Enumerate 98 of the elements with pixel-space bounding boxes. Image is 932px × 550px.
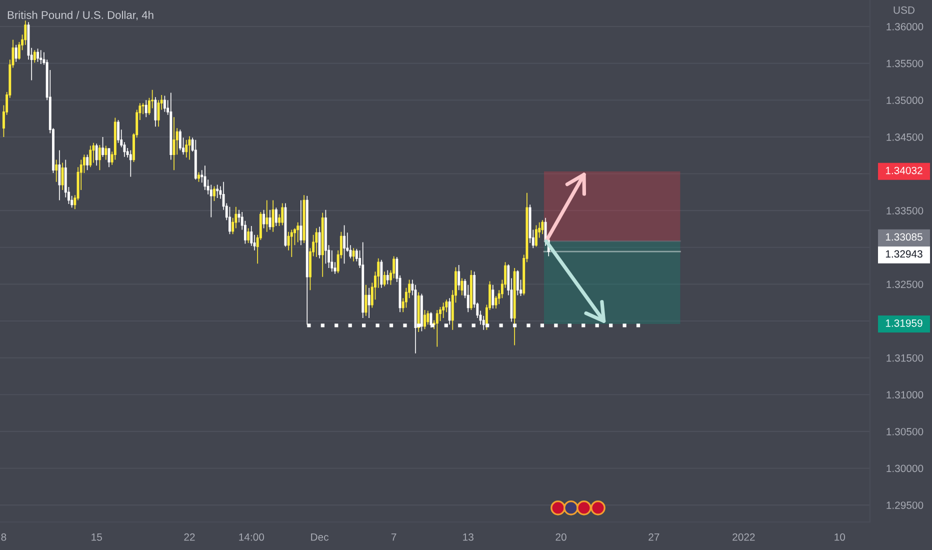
y-tick-label: 1.30000 [886,464,924,472]
y-tick-label: 1.31959 [886,319,922,327]
candlestick [324,209,327,264]
candlestick [104,145,108,160]
candlestick [247,228,250,244]
candlestick [14,44,18,62]
candlestick [380,259,383,288]
candlestick [535,224,538,248]
y-tick-label: 1.32500 [886,280,924,288]
candlestick [321,212,324,278]
candlestick [117,120,120,144]
candlestick [98,144,101,170]
candlestick [33,50,36,63]
candlestick [470,270,472,310]
candlestick [426,310,430,326]
y-tick-label: 1.33500 [886,207,924,214]
y-tick-label: 1.31500 [886,354,924,362]
y-axis-title: USD [894,6,914,14]
candlestick [362,242,364,318]
y-tick-label: 1.32943 [886,250,922,258]
candlestick [228,206,231,235]
candlestick [170,92,172,160]
candlestick [102,136,104,158]
candlestick [386,270,389,285]
candlestick [268,209,272,230]
candlestick [61,162,64,190]
candlestick [266,200,268,232]
candlestick [516,270,519,296]
candlestick [296,222,300,243]
candlestick [383,271,386,287]
candlestick [92,142,95,164]
candlestick [144,100,148,118]
x-tick-label: Dec [311,533,329,541]
candlestick [213,186,216,202]
candlestick [424,310,426,330]
candlestick [163,95,166,112]
candlestick [368,287,370,318]
candlestick [541,220,544,235]
candlestick [36,48,39,62]
y-tick-label: 1.34032 [886,166,922,174]
candlestick [460,278,464,296]
candlestick [315,228,318,258]
x-tick-label: 14:00 [239,533,264,541]
x-tick-label: 27 [648,533,660,541]
candlestick [250,226,253,246]
y-tick-label: 1.34500 [886,133,924,141]
candlestick [108,148,110,168]
candlestick [290,229,293,258]
candlestick [300,200,302,246]
candlestick [194,139,197,180]
candlestick [154,96,157,128]
candlestick [178,129,182,151]
y-tick-label: 1.29500 [886,502,924,509]
x-tick-label: 13 [463,533,474,541]
x-tick-label: 7 [391,533,396,541]
y-tick-label: 1.35000 [886,96,924,104]
y-tick-label: 1.35500 [886,60,924,68]
candlestick [188,136,191,160]
x-tick-label: 2022 [732,533,755,541]
x-tick-label: 22 [184,533,195,541]
text: British Pound / U.S. Dollar, 4h [8,10,154,20]
candlestick [204,165,206,190]
candlestick [284,202,287,248]
candlestick [417,292,420,332]
y-tick-label: 1.30500 [886,428,924,436]
candlestick [302,194,306,244]
candlestick [55,159,58,182]
candlestick [436,310,438,348]
candlestick [262,209,266,229]
candlestick [281,202,284,226]
candlestick [352,248,355,262]
candlestick [58,150,61,201]
x-tick-label: 15 [92,533,102,541]
candlestick [272,200,274,232]
candlestick [198,172,200,182]
candlestick [274,207,278,226]
candlestick [492,284,494,309]
candlestick [172,116,176,170]
candlestick [343,224,346,264]
candlestick [544,218,547,246]
y-tick-label: 1.36000 [886,23,924,30]
candlestick [442,302,445,318]
y-tick-label: 1.31000 [886,391,924,399]
candlestick [89,145,92,168]
candlestick [216,184,219,198]
candlestick [40,50,42,64]
candlestick [513,268,516,346]
candlestick [86,154,89,170]
y-tick-label: 1.33085 [886,233,922,241]
candlestick [185,139,188,158]
candlestick [364,284,368,316]
candlestick [95,143,98,166]
x-tick-label: 8 [1,533,6,541]
x-tick-label: 20 [556,533,566,541]
candlestick [129,150,132,178]
x-tick-label: 10 [834,533,846,541]
candlestick [458,264,460,290]
candlestick [318,226,321,259]
